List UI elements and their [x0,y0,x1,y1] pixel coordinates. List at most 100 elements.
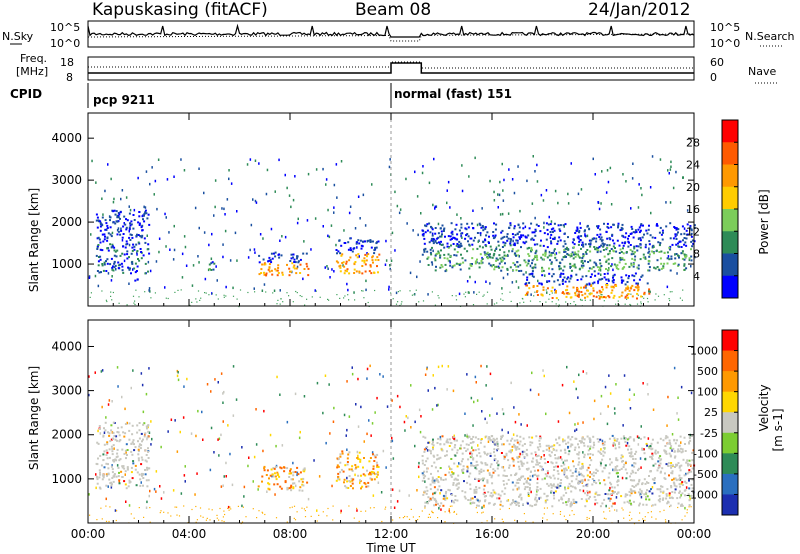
echo-pixel [624,283,627,286]
echo-pixel [106,237,109,240]
echo-pixel [557,485,560,487]
echo-pixel [325,183,327,186]
velocity-colorbar-label: Velocity [757,384,771,431]
echo-pixel [557,472,560,475]
echo-pixel [377,259,380,261]
echo-pixel [122,431,125,434]
echo-pixel [627,237,629,240]
echo-pixel [138,443,141,446]
echo-pixel [648,292,651,295]
echo-pixel [649,234,652,237]
echo-pixel [509,242,512,245]
echo-pixel [489,264,492,267]
echo-pixel [444,454,447,457]
echo-pixel [529,388,532,392]
echo-pixel [537,448,540,451]
echo-pixel [437,481,440,484]
echo-pixel [691,459,694,462]
echo-pixel [581,257,584,259]
echo-pixel [683,258,686,261]
echo-pixel [567,466,570,469]
echo-pixel [601,170,603,173]
echo-pixel [109,219,111,222]
echo-pixel [566,253,569,255]
echo-pixel [661,467,664,470]
echo-pixel [460,244,463,247]
echo-pixel [210,262,213,265]
echo-pixel [547,461,549,463]
echo-pixel [540,456,543,459]
echo-pixel [110,279,113,282]
echo-pixel [503,178,505,182]
echo-pixel [269,474,272,477]
echo-pixel [619,258,622,261]
echo-pixel [106,451,109,454]
echo-pixel [606,272,609,275]
echo-pixel [123,253,126,256]
echo-pixel [118,434,121,437]
echo-pixel [132,214,135,216]
echo-pixel [138,224,141,226]
echo-pixel [536,258,539,261]
echo-pixel [598,267,601,269]
echo-pixel [596,225,598,228]
beam-label: Beam 08 [355,0,431,20]
echo-pixel [603,276,606,279]
echo-pixel [128,422,131,425]
echo-pixel [611,434,614,437]
echo-pixel [556,279,559,282]
echo-pixel [501,434,504,437]
echo-pixel [347,294,349,296]
echo-pixel [482,295,484,297]
echo-pixel [465,450,468,452]
echo-pixel [428,181,431,185]
echo-pixel [458,240,461,243]
echo-pixel [296,511,298,513]
echo-pixel [286,292,288,294]
echo-pixel [600,236,603,239]
echo-pixel [128,282,130,285]
echo-pixel [486,453,488,456]
echo-pixel [493,268,496,271]
echo-pixel [536,499,538,502]
echo-pixel [660,267,663,270]
echo-pixel [363,261,366,264]
echo-pixel [113,474,116,477]
echo-pixel [627,448,629,451]
echo-pixel [438,241,440,244]
echo-pixel [450,458,453,460]
echo-pixel [438,297,440,299]
echo-pixel [421,510,423,512]
echo-pixel [622,466,625,468]
echo-pixel [101,224,104,227]
echo-pixel [518,479,521,481]
echo-pixel [634,453,637,455]
echo-pixel [501,212,504,216]
echo-pixel [670,160,672,164]
echo-pixel [681,448,684,451]
echo-pixel [683,253,686,256]
echo-pixel [495,443,498,446]
echo-pixel [489,179,491,183]
colorbar-segment [722,330,738,352]
echo-pixel [686,459,689,462]
echo-pixel [667,464,669,467]
echo-pixel [620,294,623,297]
echo-pixel [519,237,521,240]
echo-pixel [515,250,518,253]
echo-pixel [667,169,669,172]
echo-pixel [148,223,151,226]
echo-pixel [597,440,600,443]
echo-pixel [644,516,646,518]
echo-pixel [576,279,579,281]
echo-pixel [473,488,476,491]
echo-pixel [225,461,227,465]
echo-pixel [354,299,356,301]
echo-pixel [563,249,566,251]
echo-pixel [96,246,99,249]
echo-pixel [376,471,379,474]
echo-pixel [290,489,293,492]
echo-pixel [433,481,436,484]
echo-pixel [585,498,588,501]
echo-pixel [618,261,621,264]
